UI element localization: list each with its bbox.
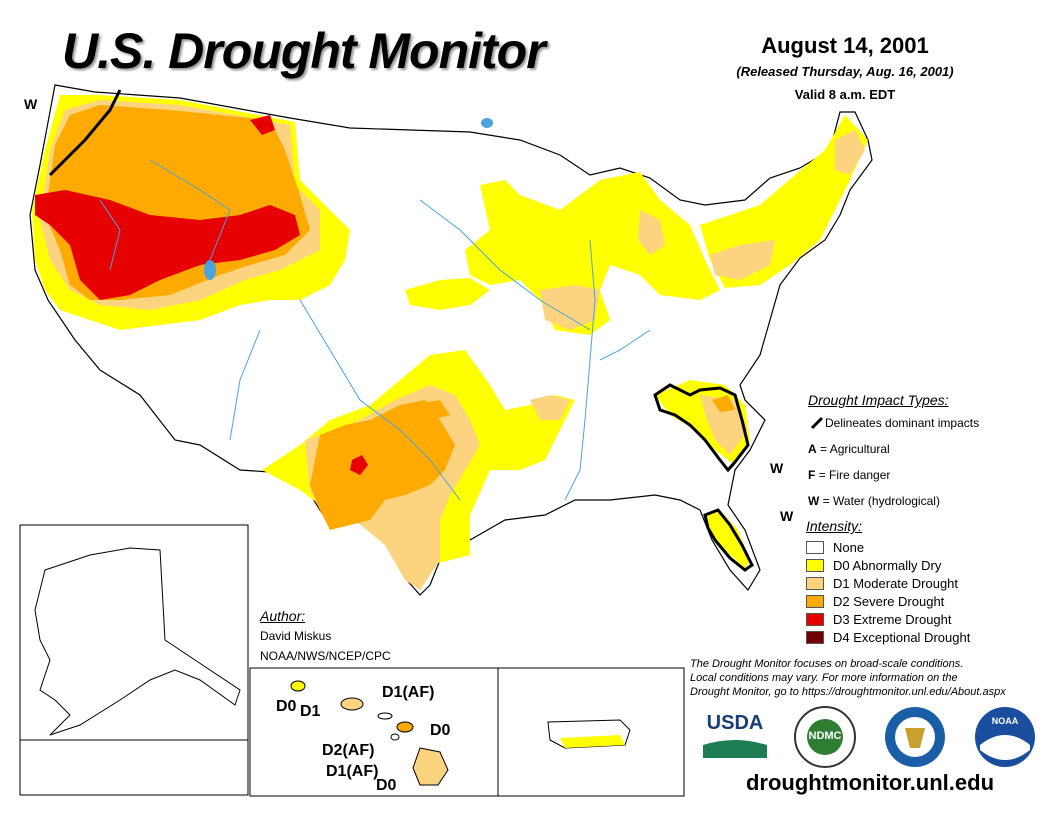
author-name: David Miskus <box>260 629 332 643</box>
release-date: (Released Thursday, Aug. 16, 2001) <box>736 64 954 79</box>
usda-logo <box>703 710 767 758</box>
ndmc-logo <box>794 706 856 768</box>
hawaii-label-d0-bottom: D0 <box>376 777 397 794</box>
legend-item-d4: D4 Exceptional Drought <box>806 628 1046 646</box>
hawaii-label-d2af: D2(AF) <box>322 742 375 759</box>
page-title: U.S. Drought Monitor <box>62 23 546 79</box>
author-org: NOAA/NWS/NCEP/CPC <box>260 649 391 663</box>
legend-item-d1: D1 Moderate Drought <box>806 574 1046 592</box>
author-block: Author: David Miskus NOAA/NWS/NCEP/CPC <box>260 606 391 666</box>
legend-swatch <box>806 540 824 554</box>
legend-item-d2: D2 Severe Drought <box>806 592 1046 610</box>
hawaii-label-d0-top: D0 <box>276 698 297 715</box>
hawaii-label-d1af-bottom: D1(AF) <box>326 763 379 780</box>
legend-item-d3: D3 Extreme Drought <box>806 610 1046 628</box>
hawaii-inset <box>249 667 499 797</box>
site-url[interactable]: droughtmonitor.unl.edu <box>745 770 995 795</box>
hawaii-label-d0-mid: D0 <box>430 722 451 739</box>
noaa-logo <box>975 707 1035 767</box>
impact-type-water: W = Water (hydrological) <box>808 494 940 508</box>
impact-legend: Drought Impact Types: Delineates dominan… <box>808 392 1048 520</box>
lakes <box>204 118 493 280</box>
commerce-logo <box>885 707 945 767</box>
impact-line-sample <box>810 416 824 430</box>
ndmc-logo-text: NDMC <box>808 730 842 742</box>
d3-regions <box>35 115 368 475</box>
author-heading: Author: <box>260 608 306 624</box>
impact-outlines <box>48 89 754 572</box>
intensity-legend-heading: Intensity: <box>806 518 863 534</box>
intensity-legend: Intensity: None D0 Abnormally Dry D1 Mod… <box>806 518 1046 646</box>
legend-swatch <box>806 594 824 608</box>
w-label-florida: W <box>780 508 794 524</box>
usda-logo-text: USDA <box>706 712 764 734</box>
noaa-logo-text: NOAA <box>991 716 1019 726</box>
map-date: August 14, 2001 <box>761 33 929 58</box>
w-label-northwest: W <box>24 96 38 112</box>
hawaii-label-d1-top: D1 <box>300 703 321 720</box>
puerto-rico-d0 <box>560 735 625 748</box>
legend-swatch <box>806 576 824 590</box>
legend-item-none: None <box>806 538 1046 556</box>
rivers <box>99 159 651 501</box>
legend-swatch <box>806 558 824 572</box>
valid-time: Valid 8 a.m. EDT <box>794 87 896 102</box>
alaska-shape <box>34 547 241 736</box>
impact-delineates: Delineates dominant impacts <box>825 416 980 430</box>
disclaimer: The Drought Monitor focuses on broad-sca… <box>690 658 1006 698</box>
legend-swatch <box>806 612 824 626</box>
w-label-carolina: W <box>770 460 784 476</box>
hawaii-label-d1af-top: D1(AF) <box>382 684 435 701</box>
impact-legend-heading: Drought Impact Types: <box>808 392 949 408</box>
hawaii-islands <box>290 680 449 786</box>
impact-type-agricultural: A = Agricultural <box>808 442 890 456</box>
legend-swatch <box>806 630 824 644</box>
legend-item-d0: D0 Abnormally Dry <box>806 556 1046 574</box>
impact-type-fire: F = Fire danger <box>808 468 891 482</box>
